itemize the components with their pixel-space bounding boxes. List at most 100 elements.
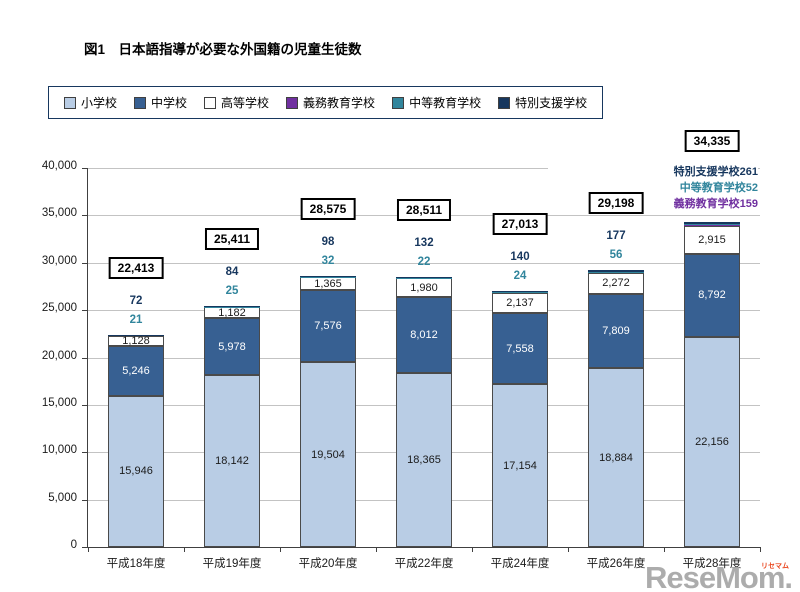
x-axis-label: 平成24年度 xyxy=(490,558,550,570)
legend-item-義務教育学校: 義務教育学校 xyxy=(286,94,375,111)
bar-segment-小学校: 18,142 xyxy=(204,375,260,547)
x-axis-label: 平成28年度 xyxy=(682,558,742,570)
legend-label: 中等教育学校 xyxy=(409,96,482,110)
bar-annotation-特別支援学校: 177 xyxy=(606,230,626,243)
side-annotation-義務教育学校: 義務教育学校159 xyxy=(548,194,758,211)
watermark-jp-label: リセマム xyxy=(761,563,789,570)
x-axis-label: 平成18年度 xyxy=(106,558,166,570)
x-axis-label: 平成26年度 xyxy=(586,558,646,570)
x-axis-line xyxy=(87,547,760,548)
bar-segment-小学校: 17,154 xyxy=(492,384,548,547)
bar-annotation-中等教育学校: 32 xyxy=(321,255,335,268)
legend-label: 中学校 xyxy=(151,96,188,110)
total-label-box: 29,198 xyxy=(588,192,644,215)
bar-segment-特別支援学校 xyxy=(684,221,740,225)
legend-item-小学校: 小学校 xyxy=(64,94,117,111)
bar-segment-value: 8,792 xyxy=(698,289,726,302)
legend-item-中等教育学校: 中等教育学校 xyxy=(392,94,481,111)
x-tick-mark xyxy=(280,547,281,552)
y-axis-label: 20,000 xyxy=(41,349,77,362)
y-tick-mark xyxy=(82,499,88,501)
bar-segment-義務教育学校 xyxy=(684,224,740,227)
bar-annotation-特別支援学校: 98 xyxy=(321,236,335,249)
bar-segment-特別支援学校 xyxy=(300,276,356,278)
side-annotation-特別支援学校: 特別支援学校261 xyxy=(548,162,758,179)
bar-segment-value: 1,182 xyxy=(218,306,246,319)
figure-title: 図1 日本語指導が必要な外国籍の児童生徒数 xyxy=(84,42,362,57)
legend-swatch xyxy=(204,96,217,109)
bar-segment-value: 2,137 xyxy=(506,296,534,309)
bar-segment-小学校: 19,504 xyxy=(300,362,356,547)
y-axis-label: 0 xyxy=(70,539,77,551)
bar-segment-高等学校: 1,128 xyxy=(108,334,164,347)
bar-segment-value: 2,272 xyxy=(602,277,630,290)
legend-item-特別支援学校: 特別支援学校 xyxy=(498,94,587,111)
x-tick-mark xyxy=(568,547,569,552)
y-axis-label: 15,000 xyxy=(41,396,77,409)
resemom-watermark: リセマム ReseMom. xyxy=(645,560,793,592)
bar-segment-中学校: 7,558 xyxy=(492,312,548,385)
bar-segment-特別支援学校 xyxy=(492,291,548,293)
bar-segment-中学校: 7,809 xyxy=(588,294,644,369)
y-axis-label: 10,000 xyxy=(41,444,77,457)
y-axis-label: 35,000 xyxy=(41,207,77,220)
bar-segment-特別支援学校 xyxy=(204,306,260,307)
legend-swatch xyxy=(134,96,147,109)
total-label-box: 28,575 xyxy=(300,198,356,221)
bar-annotation-特別支援学校: 84 xyxy=(225,266,239,279)
legend-swatch xyxy=(64,96,76,109)
bar-segment-value: 1,128 xyxy=(122,334,150,347)
bar-segment-value: 1,980 xyxy=(410,281,438,294)
y-tick-mark xyxy=(82,547,88,548)
x-tick-mark xyxy=(664,547,665,552)
legend-label: 特別支援学校 xyxy=(515,96,588,110)
bar-segment-value: 1,365 xyxy=(314,277,342,290)
grid-line xyxy=(88,262,760,264)
bar-segment-高等学校: 1,980 xyxy=(396,278,452,298)
x-tick-mark xyxy=(88,547,89,552)
bar-segment-高等学校: 2,137 xyxy=(492,292,548,313)
y-tick-mark xyxy=(82,452,88,454)
bar-segment-中等教育学校 xyxy=(588,272,644,273)
bar-segment-高等学校: 1,365 xyxy=(300,277,356,291)
bar-annotation-中等教育学校: 56 xyxy=(609,249,623,262)
x-axis-label: 平成22年度 xyxy=(394,558,454,570)
legend-swatch xyxy=(392,96,405,109)
y-axis-label: 25,000 xyxy=(41,302,77,315)
legend-label: 小学校 xyxy=(81,96,118,110)
bar-segment-小学校: 22,156 xyxy=(684,337,740,547)
y-axis-line xyxy=(87,168,88,547)
bar-segment-value: 18,884 xyxy=(599,451,633,464)
bar-segment-特別支援学校 xyxy=(588,270,644,273)
y-tick-mark xyxy=(82,357,88,359)
y-tick-mark xyxy=(82,262,88,264)
y-axis-label: 30,000 xyxy=(41,254,77,267)
y-axis-label: 5,000 xyxy=(48,491,77,504)
y-tick-mark xyxy=(82,310,88,312)
bar-segment-value: 7,809 xyxy=(602,325,630,338)
total-label-box: 34,335 xyxy=(684,129,740,152)
bar-annotation-中等教育学校: 21 xyxy=(129,313,143,326)
x-tick-mark xyxy=(760,547,761,552)
bar-segment-value: 22,156 xyxy=(695,436,729,449)
y-tick-mark xyxy=(82,404,88,406)
legend-swatch xyxy=(286,96,299,109)
x-axis-label: 平成20年度 xyxy=(298,558,358,570)
side-annotation-中等教育学校: 中等教育学校52 xyxy=(548,178,758,195)
bar-annotation-中等教育学校: 24 xyxy=(513,270,527,283)
bar-annotation-中等教育学校: 22 xyxy=(417,255,431,268)
bar-segment-特別支援学校 xyxy=(108,334,164,336)
bar-segment-中学校: 8,792 xyxy=(684,253,740,338)
y-tick-mark xyxy=(82,168,88,169)
bar-segment-中学校: 8,012 xyxy=(396,297,452,373)
bar-segment-value: 5,978 xyxy=(218,340,246,353)
bar-segment-value: 5,246 xyxy=(122,365,150,378)
legend-label: 高等学校 xyxy=(221,96,270,110)
bar-segment-高等学校: 1,182 xyxy=(204,306,260,319)
bar-annotation-特別支援学校: 140 xyxy=(510,251,530,264)
bar-segment-特別支援学校 xyxy=(396,276,452,279)
x-axis-label: 平成19年度 xyxy=(202,558,262,570)
grid-line xyxy=(88,168,760,169)
bar-segment-小学校: 18,884 xyxy=(588,368,644,547)
